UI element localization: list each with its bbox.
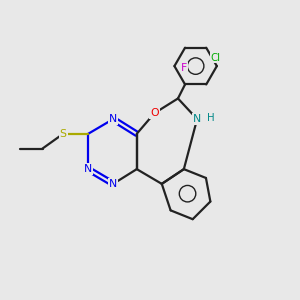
Text: O: O [150, 108, 159, 118]
Text: Cl: Cl [210, 52, 220, 62]
Text: H: H [207, 113, 215, 124]
Text: N: N [84, 164, 92, 174]
Text: N: N [193, 114, 201, 124]
Text: N: N [109, 179, 117, 189]
Text: N: N [109, 114, 117, 124]
Text: F: F [181, 63, 187, 73]
Text: S: S [60, 129, 67, 139]
